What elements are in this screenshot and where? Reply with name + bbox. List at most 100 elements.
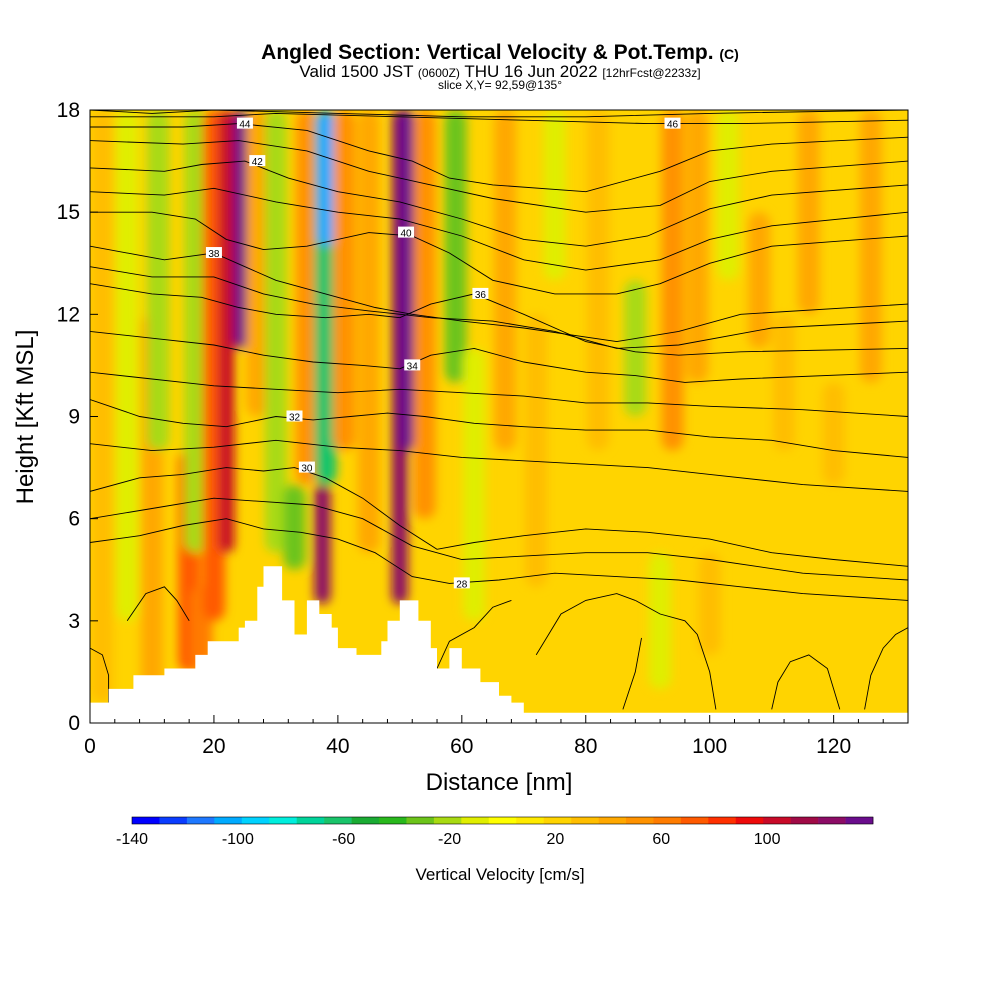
velocity-feature xyxy=(317,110,334,247)
velocity-feature xyxy=(525,314,548,587)
velocity-feature xyxy=(661,110,684,451)
velocity-feature xyxy=(264,110,287,553)
contour-label: 42 xyxy=(252,157,264,168)
velocity-feature xyxy=(773,314,796,451)
velocity-feature xyxy=(184,110,207,553)
velocity-field xyxy=(91,110,882,703)
y-tick-label: 6 xyxy=(68,508,80,531)
colorbar-label: Vertical Velocity [cm/s] xyxy=(415,865,584,884)
colorbar-swatch xyxy=(132,817,160,824)
colorbar-swatch xyxy=(790,817,819,824)
theta-contour-line xyxy=(90,266,908,349)
velocity-feature xyxy=(218,110,235,553)
x-axis-label: Distance [nm] xyxy=(426,769,573,796)
contour-label-box xyxy=(286,410,303,422)
colorbar-swatch xyxy=(680,817,709,824)
y-tick-label: 0 xyxy=(68,712,80,735)
colorbar-swatch xyxy=(735,817,764,824)
contour-label: 30 xyxy=(301,464,313,475)
colorbar-swatch xyxy=(818,817,846,824)
colorbar-swatch xyxy=(433,817,462,824)
velocity-contour-line xyxy=(535,593,636,656)
contour-label: 28 xyxy=(456,579,468,590)
velocity-feature xyxy=(494,110,517,451)
theta-contour-line xyxy=(90,112,908,125)
colorbar-swatch xyxy=(159,817,188,824)
velocity-feature xyxy=(686,110,709,383)
colorbar-swatch xyxy=(241,817,270,824)
contour-label: 44 xyxy=(239,120,251,131)
velocity-feature xyxy=(357,110,380,553)
y-tick-label: 9 xyxy=(68,406,80,429)
velocity-feature xyxy=(283,484,306,570)
colorbar-swatch xyxy=(543,817,572,824)
colorbar-swatch xyxy=(488,817,517,824)
contour-label-box xyxy=(205,247,222,259)
colorbar-tick-label: -100 xyxy=(222,831,254,848)
contour-label-box xyxy=(398,226,415,238)
velocity-feature xyxy=(624,280,647,417)
velocity-feature xyxy=(116,110,139,621)
contour-label: 36 xyxy=(475,290,487,301)
velocity-feature xyxy=(413,110,436,519)
theta-contour-line xyxy=(90,283,908,356)
chart-title: Angled Section: Vertical Velocity & Pot.… xyxy=(261,41,739,64)
x-tick-label: 60 xyxy=(450,735,473,758)
x-tick-label: 20 xyxy=(202,735,225,758)
x-tick-label: 80 xyxy=(574,735,597,758)
colorbar-swatch xyxy=(571,817,599,824)
colorbar-swatch xyxy=(296,817,325,824)
x-tick-label: 0 xyxy=(84,735,96,758)
x-tick-label: 100 xyxy=(692,735,727,758)
velocity-feature xyxy=(444,110,467,383)
velocity-feature xyxy=(314,484,331,604)
valid-time-line: Valid 1500 JST (0600Z) THU 16 Jun 2022 [… xyxy=(299,62,700,81)
velocity-contour-line xyxy=(126,586,190,622)
colorbar-swatch xyxy=(269,817,297,824)
theta-contour-line xyxy=(90,140,908,213)
contour-label-box xyxy=(298,461,315,473)
theta-contour-line xyxy=(90,187,908,271)
colorbar-swatch xyxy=(708,817,737,824)
theta-contour-line xyxy=(90,439,908,492)
contour-label-box xyxy=(472,287,489,299)
colorbar-swatch xyxy=(626,817,654,824)
contour-label-box xyxy=(249,155,266,167)
velocity-feature xyxy=(717,110,740,281)
contour-label: 32 xyxy=(289,413,301,424)
velocity-contour-line xyxy=(436,599,512,669)
colorbar-tick-label: -20 xyxy=(438,831,461,848)
velocity-feature xyxy=(587,110,610,451)
contour-label-box xyxy=(664,117,681,129)
theta-contour-line xyxy=(90,160,908,247)
colorbar-swatch xyxy=(763,817,791,824)
colorbar-swatch xyxy=(351,817,380,824)
colorbar-swatch xyxy=(516,817,544,824)
x-tick-label: 120 xyxy=(816,735,851,758)
velocity-feature xyxy=(543,110,566,281)
velocity-feature xyxy=(246,110,269,417)
velocity-feature xyxy=(147,110,170,451)
velocity-contour-line xyxy=(635,600,717,710)
y-tick-label: 12 xyxy=(57,303,80,326)
terrain-mask xyxy=(90,566,908,723)
y-tick-label: 18 xyxy=(57,99,80,122)
colorbar: -140 -100 -60 -20 20 60 100 xyxy=(116,816,874,848)
contour-label-box xyxy=(453,577,470,589)
velocity-feature xyxy=(91,110,114,703)
contour-label-box xyxy=(404,359,421,371)
colorbar-swatch xyxy=(406,817,435,824)
y-tick-label: 3 xyxy=(68,610,80,633)
velocity-feature xyxy=(822,382,845,485)
colorbar-swatch xyxy=(324,817,352,824)
y-axis-label: Height [Kft MSL] xyxy=(12,330,39,505)
colorbar-swatch xyxy=(653,817,682,824)
theta-contour-line xyxy=(90,211,908,295)
colorbar-swatch xyxy=(598,817,627,824)
theta-contour-line xyxy=(90,467,908,567)
colorbar-tick-label: 20 xyxy=(547,831,565,848)
velocity-feature xyxy=(797,110,820,315)
velocity-feature xyxy=(463,348,486,621)
theta-contour-line xyxy=(90,110,908,118)
